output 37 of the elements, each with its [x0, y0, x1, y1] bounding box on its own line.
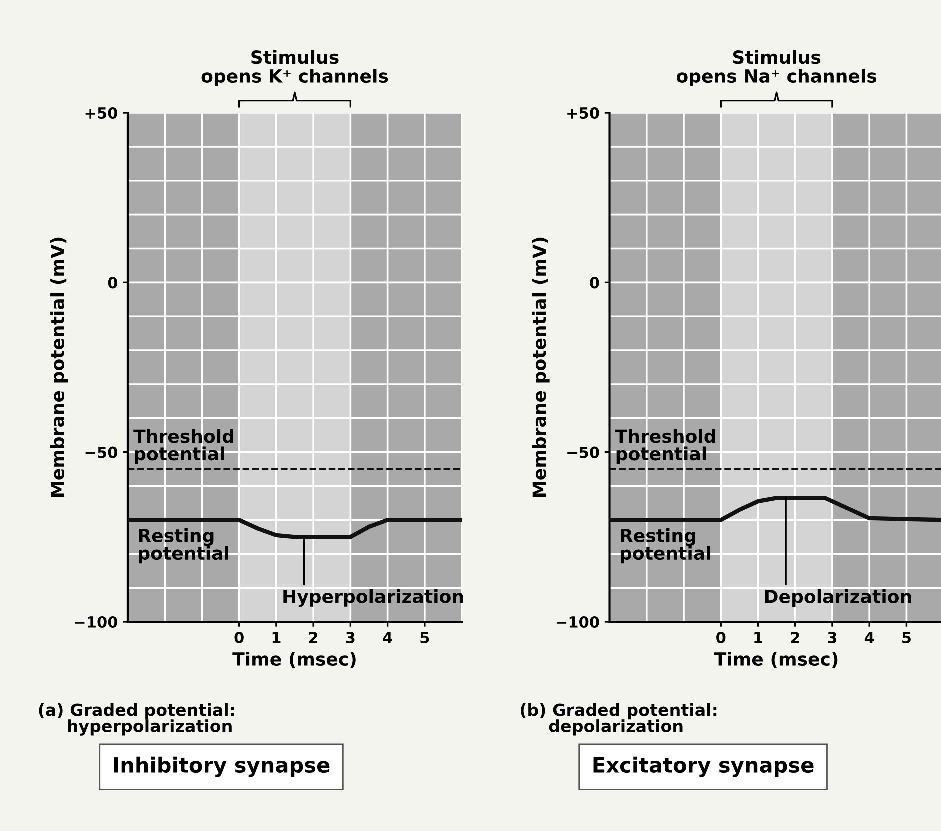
line-series	[610, 496, 941, 522]
y-axis-title: Membrane potential (mV)	[532, 238, 550, 497]
x-axis-title: Time (msec)	[232, 652, 356, 668]
x-tick-label: 5	[420, 632, 430, 644]
x-tick-label: 1	[754, 632, 762, 644]
text: Excitatory synapse	[594, 756, 814, 778]
y-tick-label: −50	[86, 446, 118, 458]
x-tick-label: 5	[902, 632, 911, 644]
annotation: Resting potential	[621, 528, 710, 564]
y-tick-label: 0	[108, 277, 118, 289]
y-tick-label: +50	[86, 107, 118, 120]
y-tick-label: −100	[556, 616, 600, 628]
x-axis-title: Time (msec)	[714, 652, 838, 668]
annotation: Hyperpolarization	[284, 589, 464, 608]
text: (b) Graded potential: depolarization	[521, 703, 717, 736]
x-tick-label: 3	[828, 632, 837, 644]
x-tick-label: 2	[309, 632, 318, 644]
x-tick-label: 4	[864, 632, 874, 644]
band-label: Stimulus opens K⁺ channels	[202, 50, 388, 87]
x-tick-label: 0	[234, 632, 244, 644]
y-tick-label: −100	[75, 616, 118, 628]
y-tick-label: +50	[568, 107, 600, 120]
text: (a) Graded potential: hyperpolarization	[39, 703, 234, 736]
y-tick-label: 0	[590, 277, 600, 289]
text: Inhibitory synapse	[114, 756, 330, 778]
x-tick-label: 0	[716, 632, 726, 644]
x-tick-label: 3	[346, 632, 355, 644]
annotation: Resting potential	[139, 528, 228, 564]
band-label: Stimulus opens Na⁺ channels	[676, 50, 877, 87]
y-tick-label: −50	[568, 446, 600, 458]
x-tick-label: 4	[383, 632, 392, 644]
annotation: Depolarization	[765, 590, 912, 607]
x-tick-label: 1	[272, 632, 281, 644]
ref-line-label: Threshold potential	[615, 429, 716, 464]
y-axis-title: Membrane potential (mV)	[50, 238, 68, 497]
x-tick-label: 2	[791, 632, 800, 644]
ref-line-label: Threshold potential	[134, 429, 234, 464]
